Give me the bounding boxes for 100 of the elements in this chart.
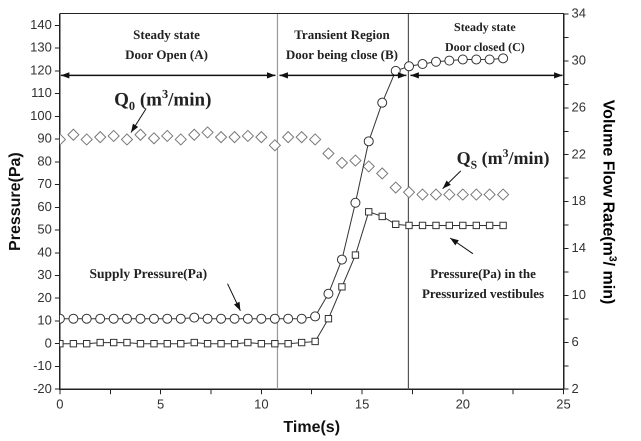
- point: [484, 54, 495, 64]
- point: [95, 314, 106, 324]
- point: [242, 314, 253, 324]
- annotation: Q$_{0}$ (m$^{3}$/min): [114, 86, 212, 116]
- y-tick-label: 70: [37, 176, 52, 192]
- point: [148, 132, 160, 144]
- point: [497, 188, 510, 201]
- y-tick-label: 30: [37, 267, 52, 282]
- point: [323, 288, 334, 299]
- point: [189, 312, 200, 323]
- point: [70, 340, 78, 348]
- point: [311, 338, 319, 346]
- point: [256, 314, 266, 324]
- point: [298, 338, 306, 346]
- point: [498, 53, 508, 64]
- point: [162, 314, 172, 324]
- y2-tick-label: 26: [572, 99, 586, 114]
- point: [322, 148, 334, 160]
- point: [68, 314, 78, 324]
- y-tick-label: 120: [30, 62, 52, 78]
- y2-tick-label: 6: [572, 334, 579, 349]
- point: [418, 222, 426, 230]
- point: [403, 186, 416, 198]
- point: [96, 338, 104, 346]
- point: [270, 314, 280, 324]
- point: [431, 56, 442, 67]
- y-tick-label: 10: [37, 312, 52, 328]
- y-tick-label: 50: [37, 222, 52, 237]
- y-tick-label: -20: [33, 380, 52, 396]
- point: [309, 133, 322, 146]
- point: [349, 154, 362, 167]
- y-tick-label: 140: [30, 16, 52, 32]
- point: [392, 220, 400, 228]
- x-tick-label: 25: [556, 396, 571, 412]
- point: [324, 315, 332, 322]
- point: [443, 188, 456, 201]
- point: [484, 188, 496, 201]
- y-tick-label: 40: [37, 244, 52, 260]
- y-tick-label: 20: [37, 290, 52, 305]
- x-tick-label: 0: [56, 396, 64, 412]
- y2-tick-label: 22: [572, 146, 586, 162]
- point: [336, 156, 348, 169]
- point: [336, 254, 347, 265]
- point: [255, 131, 268, 144]
- x-tick-label: 5: [157, 396, 164, 412]
- point: [150, 340, 158, 348]
- point: [310, 311, 320, 322]
- y-tick-label: -10: [33, 358, 52, 374]
- point: [244, 338, 252, 346]
- point: [82, 314, 92, 324]
- point: [377, 98, 388, 108]
- point: [242, 130, 254, 142]
- point: [148, 314, 159, 324]
- point: [472, 222, 480, 230]
- point: [258, 340, 266, 348]
- point: [164, 340, 171, 348]
- point: [486, 222, 494, 230]
- point: [405, 222, 413, 230]
- point: [365, 208, 372, 216]
- y-axis-title: Pressure(Pa): [7, 152, 24, 251]
- point: [123, 338, 131, 346]
- point: [108, 130, 120, 142]
- point: [136, 340, 144, 348]
- y-tick-label: 80: [37, 153, 52, 168]
- x-tick-label: 20: [456, 396, 470, 412]
- point: [338, 283, 346, 291]
- point: [404, 61, 414, 72]
- point: [230, 340, 238, 348]
- point: [161, 130, 174, 142]
- annotation: Supply Pressure(Pa): [90, 265, 208, 284]
- point: [216, 314, 226, 324]
- y2-tick-label: 10: [572, 286, 586, 302]
- point: [135, 314, 146, 324]
- y2-tick-label: 18: [572, 193, 586, 208]
- point: [94, 131, 106, 144]
- point: [470, 188, 482, 201]
- point: [296, 314, 307, 324]
- x-axis-title: Time(s): [283, 418, 340, 436]
- point: [378, 212, 386, 220]
- point: [364, 136, 374, 146]
- point: [350, 198, 360, 208]
- point: [188, 128, 200, 141]
- annotation: Steady state Door Open (A): [125, 26, 208, 64]
- point: [108, 314, 119, 324]
- y-tick-label: 60: [37, 198, 52, 214]
- point: [228, 131, 241, 144]
- point: [471, 54, 482, 64]
- annotation: Steady state Door closed (C): [444, 19, 525, 56]
- point: [230, 314, 240, 324]
- point: [80, 133, 93, 146]
- point: [83, 340, 90, 348]
- point: [177, 340, 184, 348]
- x-tick-label: 15: [354, 396, 370, 412]
- point: [122, 314, 132, 324]
- point: [416, 188, 429, 201]
- point: [282, 131, 294, 144]
- point: [190, 338, 198, 346]
- point: [430, 188, 442, 201]
- point: [284, 340, 292, 348]
- point: [217, 340, 225, 348]
